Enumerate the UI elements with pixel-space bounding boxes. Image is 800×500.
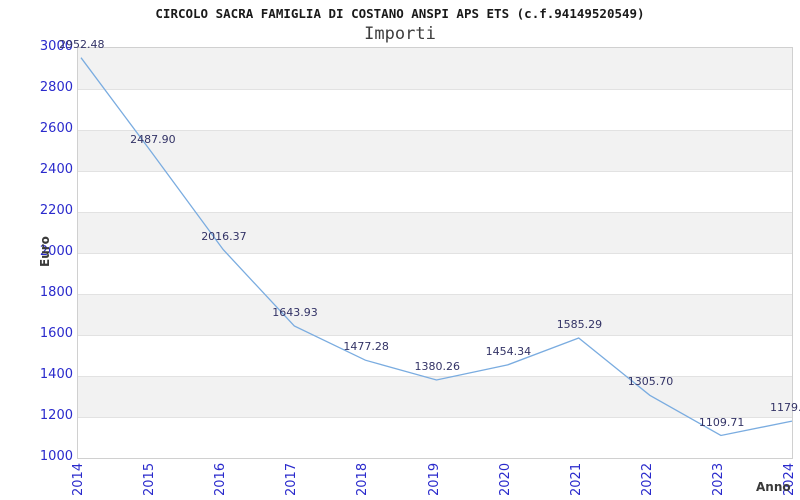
grid-line xyxy=(78,417,792,418)
chart-subtitle: Importi xyxy=(364,24,436,44)
grid-band xyxy=(78,376,792,417)
point-label: 1477.28 xyxy=(343,340,389,354)
point-label: 2952.48 xyxy=(59,37,105,51)
line-series-canvas xyxy=(80,57,793,437)
y-tick-label: 2400 xyxy=(39,162,73,177)
point-label: 1643.93 xyxy=(272,305,318,319)
point-label: 2487.90 xyxy=(130,132,176,146)
y-tick-label: 2000 xyxy=(39,244,73,259)
grid-line xyxy=(78,294,792,295)
y-tick-label: 2200 xyxy=(39,203,73,218)
grid-line xyxy=(78,212,792,213)
grid-line xyxy=(78,253,792,254)
y-tick-label: 1200 xyxy=(39,408,73,423)
x-tick-label: 2022 xyxy=(639,462,655,496)
grid-line xyxy=(78,335,792,336)
grid-line xyxy=(78,89,792,90)
x-tick-label: 2020 xyxy=(497,462,513,496)
point-label: 1305.70 xyxy=(627,375,674,389)
x-tick-label: 2015 xyxy=(142,462,158,496)
grid-band xyxy=(78,335,792,376)
point-label: 1109.71 xyxy=(698,415,745,429)
grid-band xyxy=(78,253,792,294)
grid-band xyxy=(78,89,792,130)
y-tick-label: 3000 xyxy=(39,39,73,54)
grid-line xyxy=(78,130,792,131)
grid-band xyxy=(78,171,792,212)
point-label: 2016.37 xyxy=(201,229,247,243)
point-label: 1454.34 xyxy=(485,344,532,358)
y-axis-label: Euro xyxy=(38,236,52,267)
x-tick-label: 2023 xyxy=(710,462,726,496)
y-tick-label: 2800 xyxy=(39,80,73,95)
grid-band xyxy=(78,130,792,171)
x-tick-label: 2014 xyxy=(71,462,86,496)
point-label: 1179.8 xyxy=(770,401,800,415)
y-tick-label: 1000 xyxy=(39,449,73,464)
grid-band xyxy=(78,48,792,89)
grid-band xyxy=(78,212,792,253)
y-tick-label: 1600 xyxy=(39,326,73,341)
y-tick-label: 1400 xyxy=(39,367,73,382)
point-label: 1585.29 xyxy=(556,318,603,331)
grid-line xyxy=(78,376,792,377)
x-tick-label: 2018 xyxy=(355,462,371,496)
grid-band xyxy=(78,417,792,458)
plot-area xyxy=(77,47,793,459)
x-tick-label: 2017 xyxy=(284,462,300,496)
x-tick-label: 2021 xyxy=(568,462,584,496)
series-line xyxy=(80,57,793,437)
grid-band xyxy=(78,294,792,335)
y-tick-label: 1800 xyxy=(39,285,73,300)
x-tick-label: 2016 xyxy=(213,462,229,496)
chart-title: CIRCOLO SACRA FAMIGLIA DI COSTANO ANSPI … xyxy=(155,6,645,21)
x-axis-label: Anno xyxy=(756,480,791,494)
grid-line xyxy=(78,171,792,172)
point-label: 1380.26 xyxy=(414,360,461,374)
y-tick-label: 2600 xyxy=(39,121,73,136)
x-tick-label: 2019 xyxy=(426,462,442,496)
